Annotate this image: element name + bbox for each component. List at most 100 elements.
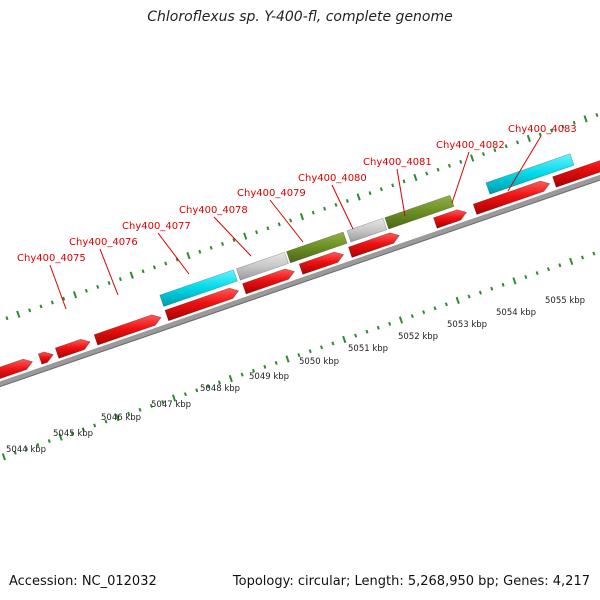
lower-tick <box>217 380 221 385</box>
lower-tick <box>331 341 335 346</box>
upper-tick <box>413 173 418 182</box>
upper-tick <box>277 222 281 227</box>
gene-label-leader <box>157 232 190 275</box>
lower-tick <box>171 394 177 402</box>
lower-tick <box>308 349 312 354</box>
lower-tick <box>455 296 460 305</box>
backbone-line <box>0 174 600 387</box>
lower-tick <box>388 321 392 326</box>
scale-label: 5053 kbp <box>447 320 487 330</box>
upper-tick <box>118 277 122 282</box>
scale-label: 5052 kbp <box>398 332 438 342</box>
upper-tick <box>572 120 576 125</box>
gene-label-leaders <box>49 135 542 310</box>
upper-tick <box>436 167 440 172</box>
lower-tick <box>25 446 29 451</box>
scale-label: 5044 kbp <box>6 445 46 455</box>
lower-tick <box>410 314 414 319</box>
lower-tick <box>228 374 233 383</box>
upper-tick <box>209 245 213 250</box>
lower-tick <box>535 271 539 276</box>
scale-label: 5054 kbp <box>496 308 536 318</box>
upper-tick <box>84 288 88 293</box>
lower-tick <box>512 277 517 285</box>
lower-tick <box>354 333 358 338</box>
lower-tick <box>70 431 74 436</box>
upper-tick <box>39 304 43 309</box>
scale-label: 5049 kbp <box>249 372 289 382</box>
lower-tick <box>47 439 51 444</box>
lower-tick <box>546 267 551 272</box>
cds-arrow <box>298 251 345 275</box>
lower-tick <box>81 427 85 432</box>
feature-cyan <box>485 153 575 195</box>
cds-arrow <box>472 180 551 215</box>
lower-tick <box>444 302 448 307</box>
lower-tick <box>376 325 380 330</box>
upper-tick <box>356 193 361 201</box>
gene-label-leader <box>396 168 406 217</box>
lower-tick <box>115 413 120 422</box>
upper-tick <box>345 198 349 203</box>
upper-tick <box>425 171 429 176</box>
lower-tick <box>240 372 244 377</box>
gene-label-leader <box>507 135 542 192</box>
upper-tick <box>141 269 145 274</box>
gene-label-leader <box>49 264 67 310</box>
cds-arrow <box>433 209 468 229</box>
lower-tick <box>195 388 199 393</box>
lower-tick <box>274 360 278 365</box>
upper-tick <box>28 308 32 313</box>
upper-tick <box>96 284 100 289</box>
lower-tick <box>342 335 347 344</box>
upper-tick <box>266 226 270 231</box>
lower-tick <box>58 433 63 441</box>
upper-tick <box>493 148 497 153</box>
gene-labels: Chy400_4075 Chy400_4076 Chy400_4077 Chy400_… <box>17 124 577 264</box>
lower-tick <box>104 419 108 424</box>
feature-olive <box>286 231 348 264</box>
lower-tick <box>320 345 324 350</box>
upper-tick <box>583 115 588 123</box>
scale-label: 5051 kbp <box>348 344 388 354</box>
upper-tick <box>198 249 202 254</box>
lower-tick <box>285 355 290 363</box>
scale-label: 5055 kbp <box>545 296 585 306</box>
upper-tick <box>470 154 475 162</box>
upper-tick <box>550 128 554 133</box>
upper-tick <box>62 296 66 301</box>
lower-tick <box>138 407 142 412</box>
upper-tick <box>526 134 531 143</box>
lower-tick <box>558 263 562 268</box>
upper-tick <box>50 300 54 305</box>
lower-tick <box>467 294 471 299</box>
cds-track <box>0 160 600 379</box>
upper-tick <box>72 291 78 299</box>
lower-tick <box>422 310 426 315</box>
upper-tick <box>538 132 542 137</box>
upper-tick <box>129 271 134 279</box>
upper-tick <box>504 144 508 149</box>
upper-tick <box>5 316 9 321</box>
upper-tick <box>595 113 599 117</box>
gene-label: Chy400_4083 <box>508 124 577 135</box>
upper-tick <box>221 241 225 246</box>
gene-label: Chy400_4076 <box>69 237 138 248</box>
scale-label: 5045 kbp <box>53 429 93 439</box>
feature-cyan <box>159 269 238 307</box>
upper-tick <box>255 230 259 235</box>
lower-tick-track <box>1 251 596 461</box>
lower-tick <box>93 423 97 428</box>
gene-label-leader <box>213 216 252 257</box>
lower-tick <box>524 275 528 279</box>
feature-track <box>159 153 575 307</box>
gene-label: Chy400_4077 <box>122 221 191 232</box>
scale-label: 5050 kbp <box>299 357 339 367</box>
upper-tick <box>243 232 248 240</box>
cds-arrow <box>164 287 240 322</box>
gene-label: Chy400_4079 <box>237 188 306 199</box>
upper-tick <box>379 187 383 192</box>
gene-label-leader <box>269 199 304 243</box>
lower-tick <box>251 368 256 373</box>
